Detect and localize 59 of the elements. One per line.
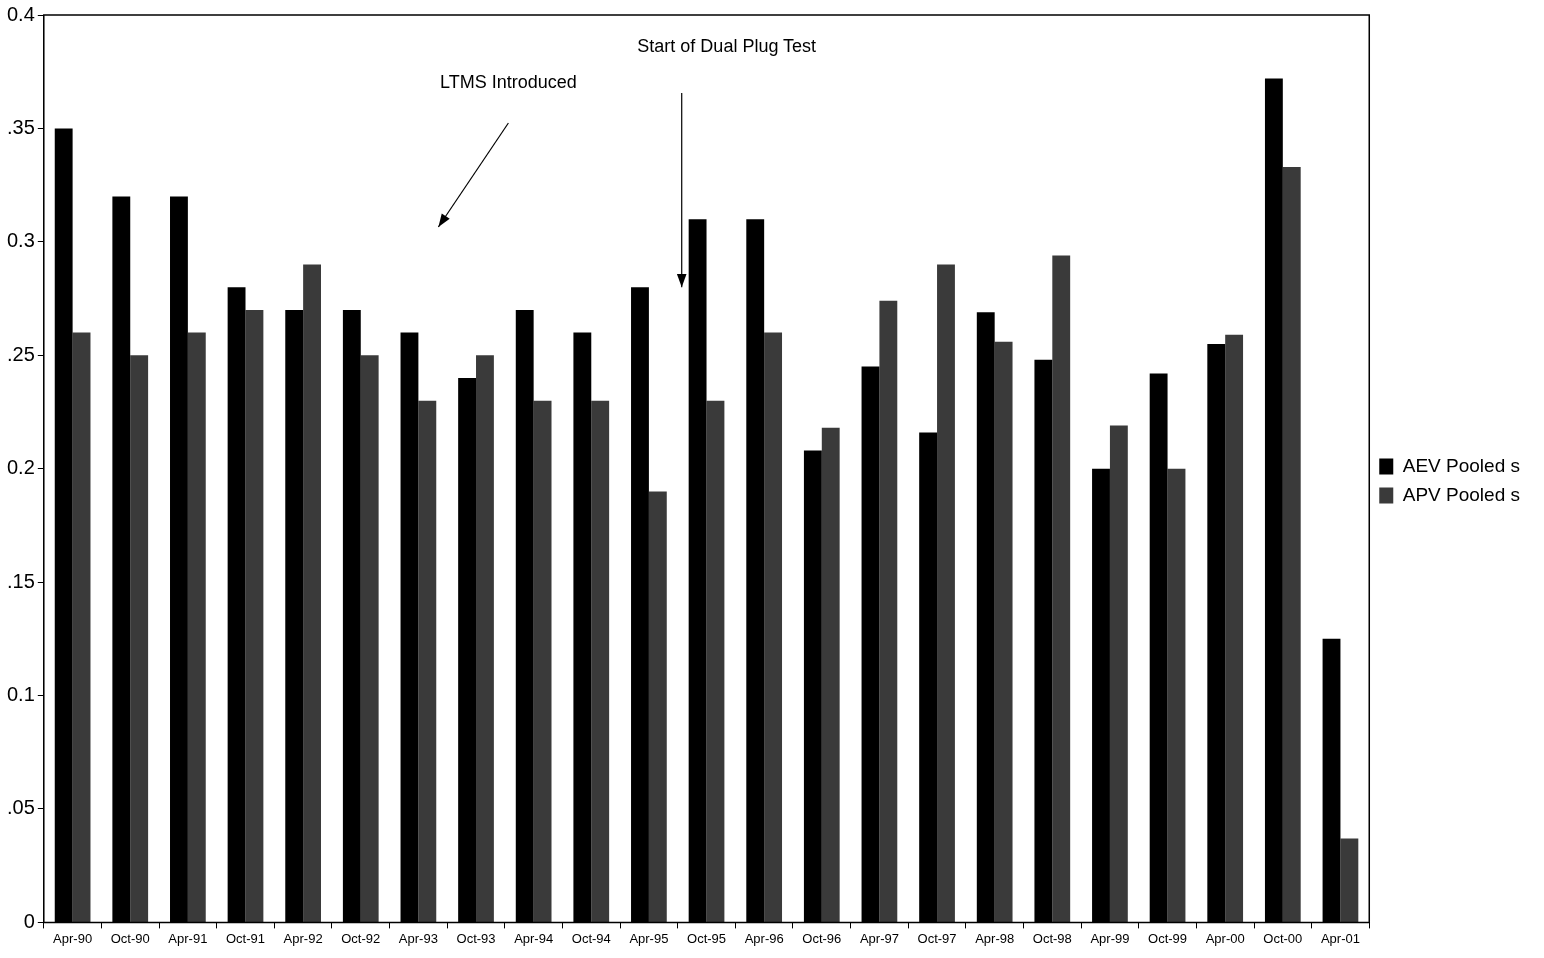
legend-label: AEV Pooled s: [1402, 454, 1521, 476]
x-tick-label: Apr-98: [975, 930, 1015, 946]
y-tick-label: .05: [6, 796, 35, 819]
x-tick-label: Apr-00: [1205, 930, 1245, 946]
x-tick-label: Apr-93: [398, 930, 438, 946]
y-tick-label: 0.2: [6, 456, 35, 479]
x-tick-label: Oct-00: [1263, 930, 1303, 946]
bar: [360, 355, 379, 922]
legend-label: APV Pooled s: [1402, 483, 1521, 505]
annotation: Start of Dual Plug Test: [637, 35, 817, 56]
bar: [476, 355, 494, 922]
y-tick-label: 0.1: [6, 683, 35, 706]
x-tick-label: Apr-91: [168, 930, 208, 946]
x-tick-label: Oct-93: [456, 930, 496, 946]
bar: [764, 332, 783, 922]
bar: [937, 264, 955, 922]
bar: [533, 400, 552, 922]
annotation: LTMS Introduced: [440, 71, 577, 92]
bar: [1109, 425, 1128, 922]
bar: [706, 400, 725, 922]
x-tick-label: Oct-91: [226, 930, 266, 946]
y-tick-label: .35: [6, 115, 35, 138]
y-tick-label: .25: [6, 342, 35, 365]
x-tick-label: Oct-98: [1032, 930, 1072, 946]
x-tick-label: Apr-97: [859, 930, 899, 946]
x-tick-label: Oct-96: [802, 930, 842, 946]
x-tick-label: Oct-94: [571, 930, 611, 946]
bar: [1282, 166, 1301, 922]
bar: [303, 264, 321, 922]
x-tick-label: Oct-95: [687, 930, 727, 946]
y-tick-label: 0.4: [6, 2, 35, 25]
x-tick-label: Apr-01: [1320, 930, 1360, 946]
x-tick-label: Oct-90: [110, 930, 150, 946]
bar: [130, 355, 149, 922]
x-tick-label: Oct-92: [341, 930, 381, 946]
bar: [648, 491, 667, 922]
bar: [1052, 255, 1071, 922]
bar: [187, 332, 206, 922]
x-tick-label: Apr-92: [283, 930, 323, 946]
x-tick-label: Apr-96: [744, 930, 784, 946]
y-tick-label: 0.3: [6, 229, 35, 252]
bar: [418, 400, 437, 922]
bar: [72, 332, 91, 922]
bar: [1225, 334, 1244, 922]
bar: [1167, 468, 1186, 922]
x-tick-label: Oct-97: [917, 930, 957, 946]
x-tick-label: Apr-90: [53, 930, 93, 946]
bar: [245, 309, 264, 922]
bar: [821, 427, 840, 922]
x-tick-label: Oct-99: [1148, 930, 1188, 946]
y-tick-label: .15: [6, 569, 35, 592]
bar: [994, 341, 1013, 922]
y-tick-label: 0: [23, 909, 35, 932]
x-tick-label: Apr-95: [629, 930, 669, 946]
x-tick-label: Apr-99: [1090, 930, 1130, 946]
x-tick-label: Apr-94: [514, 930, 554, 946]
bar: [591, 400, 610, 922]
bar: [1340, 838, 1359, 922]
bar: [879, 300, 898, 922]
